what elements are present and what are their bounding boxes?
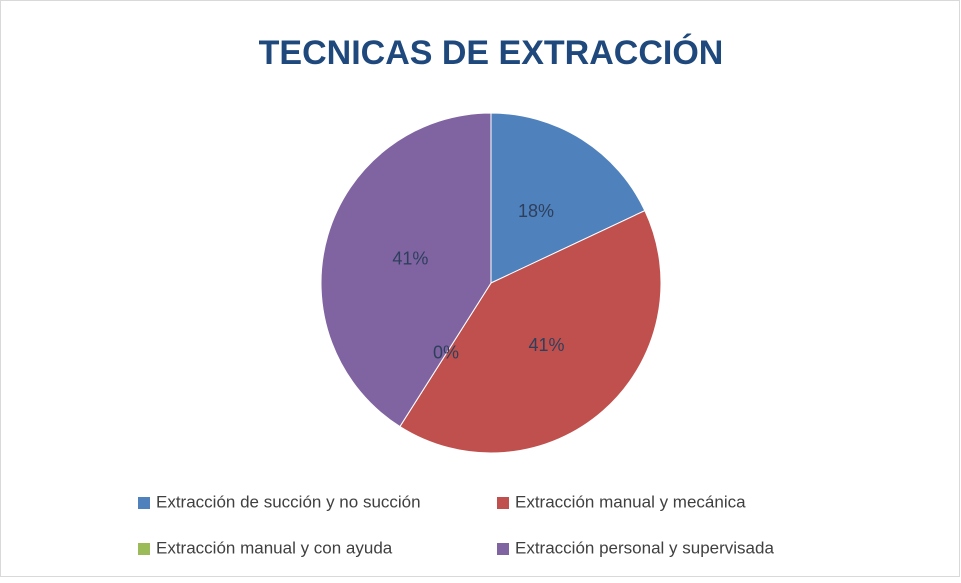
legend-swatch <box>497 497 509 509</box>
slice-label: 41% <box>392 248 428 268</box>
pie-slice <box>320 112 492 428</box>
legend-text: Extracción personal y supervisada <box>515 538 774 557</box>
legend-swatch <box>138 497 150 509</box>
slice-label: 41% <box>529 335 565 355</box>
pie-slice <box>490 112 646 284</box>
legend-swatch <box>497 543 509 555</box>
legend-swatch <box>138 543 150 555</box>
pie-slice <box>399 209 662 454</box>
legend-text: Extracción de succión y no succión <box>156 492 421 511</box>
legend-text: Extracción manual y mecánica <box>515 492 746 511</box>
slice-label: 0% <box>433 343 459 363</box>
slice-label: 18% <box>518 201 554 221</box>
chart-title: TECNICAS DE EXTRACCIÓN <box>259 34 724 72</box>
legend-text: Extracción manual y con ayuda <box>156 538 393 557</box>
